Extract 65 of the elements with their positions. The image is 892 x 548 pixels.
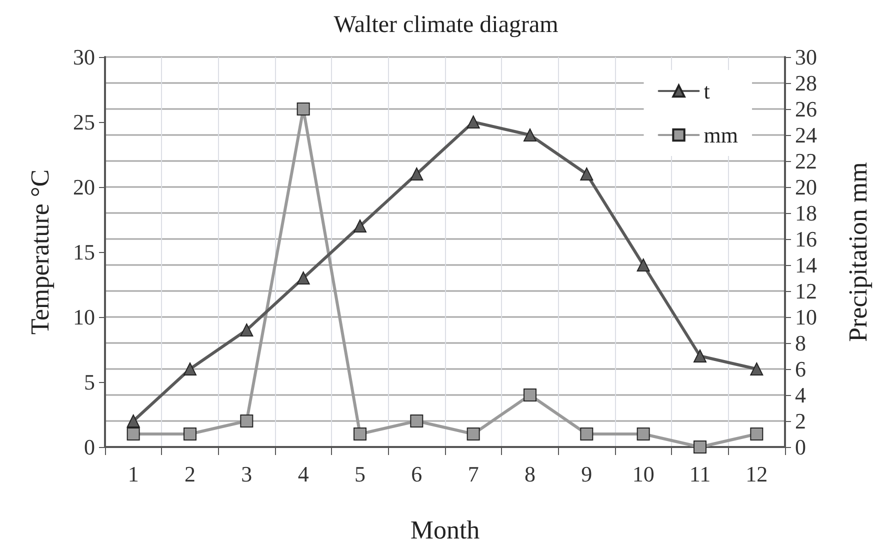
x-tick-label: 9 xyxy=(581,462,592,486)
point xyxy=(580,428,594,440)
y-axis-title: Temperature °C xyxy=(26,169,54,335)
y2-tick-label: 8 xyxy=(795,330,806,356)
point xyxy=(524,128,536,142)
point xyxy=(636,258,650,272)
legend-label: t xyxy=(704,78,710,104)
point xyxy=(636,428,650,440)
x-axis-title: Month xyxy=(410,516,480,544)
x-tick-label: 2 xyxy=(184,462,196,486)
point xyxy=(580,168,594,180)
y2-tick-label: 14 xyxy=(795,252,817,278)
x-tick-label: 11 xyxy=(689,462,711,486)
y-tick-label: 5 xyxy=(84,370,95,394)
y2-tick-label: 20 xyxy=(795,174,817,200)
point xyxy=(750,428,764,440)
point xyxy=(240,324,254,336)
point xyxy=(126,414,140,428)
y2-axis-title: Precipitation mm xyxy=(844,162,872,342)
chart-title: Walter climate diagram xyxy=(334,12,559,38)
point xyxy=(466,428,480,440)
y2-tick-label: 0 xyxy=(795,434,806,460)
point xyxy=(296,102,310,116)
point xyxy=(750,362,764,376)
point xyxy=(184,428,196,440)
point xyxy=(694,440,706,454)
point xyxy=(296,272,310,284)
y2-tick-label: 16 xyxy=(795,226,817,252)
y-tick-label: 0 xyxy=(84,434,95,460)
point xyxy=(184,362,196,376)
x-tick-label: 1 xyxy=(128,462,139,486)
x-tick-label: 3 xyxy=(241,462,252,486)
point xyxy=(466,116,480,128)
y-tick-label: 25 xyxy=(73,110,95,134)
point xyxy=(354,220,366,232)
y2-tick-label: 30 xyxy=(795,44,817,70)
y-tick-label: 15 xyxy=(73,240,95,264)
y2-tick-label: 6 xyxy=(795,356,806,382)
x-tick-label: 5 xyxy=(354,462,366,486)
point xyxy=(410,168,424,180)
point xyxy=(354,428,366,440)
point xyxy=(524,388,536,402)
x-tick-label: 6 xyxy=(411,462,422,486)
y-tick-label: 20 xyxy=(73,174,95,200)
x-tick-label: 10 xyxy=(632,462,654,486)
x-tick-label: 8 xyxy=(524,462,536,486)
y-tick-label: 10 xyxy=(73,304,95,330)
point xyxy=(694,350,706,362)
y2-tick-label: 10 xyxy=(795,304,817,330)
point xyxy=(240,414,254,428)
y2-tick-label: 22 xyxy=(795,148,817,174)
y2-tick-label: 26 xyxy=(795,96,817,122)
y2-tick-label: 2 xyxy=(795,408,806,434)
y2-tick-label: 24 xyxy=(795,122,817,148)
y-tick-label: 30 xyxy=(73,44,95,70)
point xyxy=(126,428,140,440)
y2-tick-label: 28 xyxy=(795,70,817,96)
legend-label: mm xyxy=(704,122,738,148)
point xyxy=(410,414,424,428)
y2-tick-label: 12 xyxy=(795,278,817,304)
y2-tick-label: 18 xyxy=(795,200,817,226)
x-tick-label: 12 xyxy=(746,462,768,486)
y2-tick-label: 4 xyxy=(795,382,806,408)
x-tick-label: 7 xyxy=(468,462,479,486)
x-tick-label: 4 xyxy=(298,462,309,486)
